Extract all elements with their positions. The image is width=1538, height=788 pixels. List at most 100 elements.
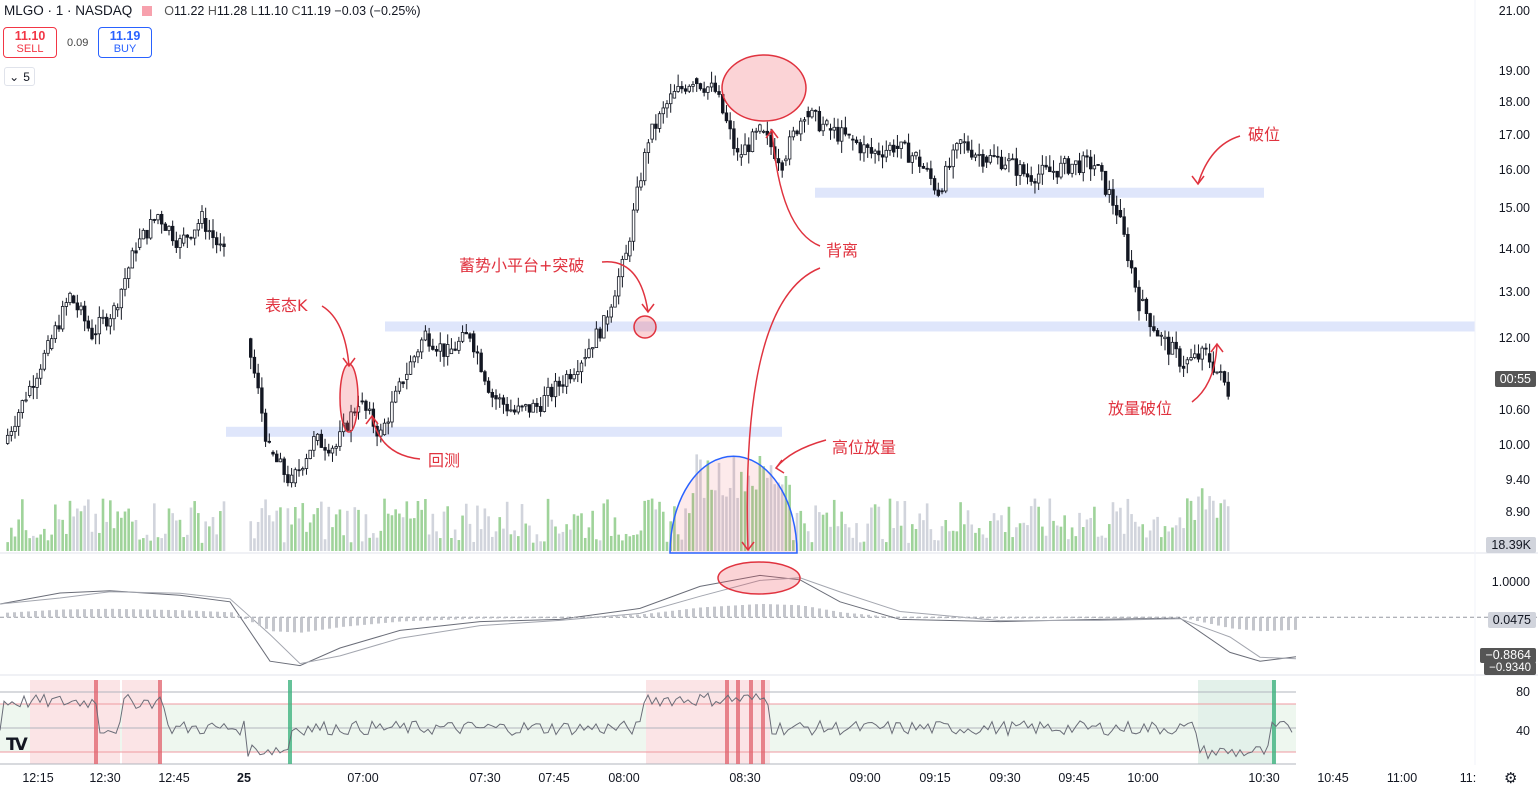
volume-bar [379, 530, 383, 551]
candle-body [676, 85, 680, 92]
volume-bar [1119, 507, 1122, 551]
candle-body [587, 348, 591, 358]
macd-histogram-bar [237, 615, 240, 618]
candle-body [609, 306, 613, 318]
candle-body [319, 433, 324, 448]
candle-body [984, 156, 989, 163]
macd-histogram-bar [524, 617, 527, 619]
candle-body [338, 431, 342, 447]
candle-body [379, 429, 383, 437]
candle-body [1193, 353, 1197, 358]
macd-histogram-bar [930, 617, 933, 619]
volume-bar [557, 533, 561, 551]
volume-bar [264, 499, 267, 551]
volume-bar [572, 514, 576, 551]
volume-bar [687, 513, 691, 551]
candle-body [709, 82, 714, 88]
macd-histogram-bar [251, 617, 254, 623]
candle-body [271, 451, 275, 455]
time-tick-label: 11: [1459, 771, 1477, 785]
volume-bar [780, 484, 784, 551]
volume-bar [1215, 517, 1219, 551]
volume-bar [10, 527, 13, 551]
macd-histogram-bar [608, 615, 611, 618]
candle-body [464, 332, 468, 335]
candle-body [486, 380, 491, 393]
volume-bar [346, 510, 349, 551]
candle-body [297, 469, 301, 472]
tradingview-logo[interactable]: TV [6, 735, 28, 755]
volume-bar [766, 477, 769, 551]
macd-histogram-bar [538, 617, 541, 619]
volume-bar [870, 507, 873, 551]
annotation-arrow [775, 439, 827, 469]
price-tick-label: 10.00 [1498, 438, 1530, 452]
price-tick-label: 12.00 [1498, 331, 1530, 345]
volume-bar [881, 538, 884, 551]
indicators-toggle-button[interactable]: ⌄ 5 [4, 67, 35, 86]
volume-bar [825, 512, 829, 551]
volume-bar [308, 522, 312, 551]
volume-bar [873, 504, 877, 551]
macd-divergence-circle [717, 561, 801, 595]
candle-body [1133, 267, 1137, 288]
candle-body [877, 150, 881, 156]
volume-bar [1104, 537, 1107, 551]
macd-histogram-bar [104, 608, 107, 618]
volume-bar [959, 502, 962, 551]
candle-body [724, 112, 729, 122]
buy-button[interactable]: 11.19 BUY [98, 27, 152, 58]
macd-histogram-bar [699, 607, 702, 618]
breakout-circle [633, 315, 657, 339]
macd-histogram-bar [531, 617, 534, 619]
volume-bar [260, 508, 264, 551]
volume-bar [442, 511, 446, 551]
volume-bar [156, 537, 160, 551]
volume-bar [743, 491, 747, 551]
annotation-arrow [321, 305, 350, 367]
candle-body [252, 356, 257, 374]
arrow-head [774, 459, 785, 474]
volume-bar [256, 521, 260, 551]
macd-histogram-bar [776, 604, 779, 618]
volume-bar [721, 495, 725, 551]
candle-body [754, 130, 758, 133]
candle-body [156, 214, 160, 221]
candle-body [134, 250, 138, 254]
sell-button[interactable]: 11.10 SELL [3, 27, 57, 58]
candle-body [579, 362, 584, 373]
candle-body [438, 343, 442, 352]
arrow-head [765, 128, 779, 139]
settings-gear-icon[interactable]: ⚙ [1504, 770, 1518, 787]
candle-body [178, 238, 182, 248]
volume-bar [914, 529, 918, 551]
flag-icon[interactable] [142, 5, 153, 16]
volume-bar [810, 542, 814, 551]
macd-histogram-bar [258, 617, 261, 626]
rsi-axis-tick-80: 80 [1516, 685, 1530, 699]
macd-histogram-bar [741, 605, 744, 618]
volume-bar [762, 466, 765, 551]
macd-histogram-bar [286, 617, 289, 632]
price-tick-label: 9.40 [1505, 473, 1530, 487]
annotation-gaowei: 高位放量 [832, 438, 897, 457]
candle-body [31, 385, 36, 388]
macd-histogram-bar [1287, 617, 1290, 631]
symbol-title[interactable]: MLGO · 1 · NASDAQ [4, 3, 133, 18]
annotation-arrow [1197, 135, 1241, 185]
volume-bar [105, 521, 108, 551]
volume-bar [215, 534, 218, 551]
candle-body [787, 136, 792, 160]
macd-histogram-bar [83, 609, 86, 618]
volume-bar [204, 521, 207, 551]
macd-histogram-bar [643, 614, 646, 618]
candle-body [535, 402, 539, 407]
candle-body [82, 305, 87, 322]
candle-body [393, 390, 398, 403]
candle-body [906, 142, 911, 163]
candle-body [57, 325, 61, 330]
candle-body [914, 151, 918, 157]
volume-bar [1037, 506, 1040, 551]
volume-bar [684, 508, 687, 551]
